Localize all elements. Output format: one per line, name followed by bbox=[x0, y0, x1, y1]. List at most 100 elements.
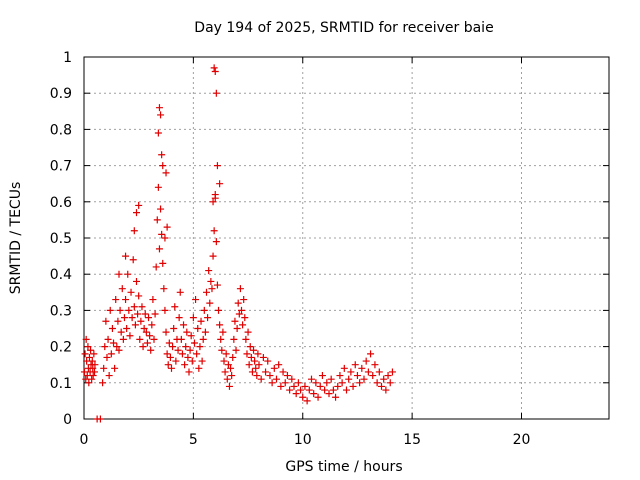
data-point bbox=[174, 346, 182, 354]
y-tick-label: 1 bbox=[63, 50, 72, 66]
data-point bbox=[112, 296, 120, 304]
data-point bbox=[129, 256, 137, 264]
data-point bbox=[157, 205, 165, 213]
data-point bbox=[201, 328, 209, 336]
y-axis-label: SRMTID / TECUs bbox=[8, 182, 24, 295]
data-point bbox=[150, 335, 158, 343]
data-point bbox=[273, 375, 280, 383]
data-point bbox=[224, 361, 232, 369]
grid-lines bbox=[84, 57, 609, 419]
data-point bbox=[197, 317, 205, 325]
data-point bbox=[373, 379, 381, 387]
data-point bbox=[240, 296, 248, 304]
data-point bbox=[362, 357, 370, 365]
data-point bbox=[209, 198, 217, 206]
data-point bbox=[364, 368, 372, 376]
data-point bbox=[88, 357, 96, 365]
data-point bbox=[84, 343, 92, 351]
y-tick-label: 0.8 bbox=[50, 122, 72, 138]
data-point bbox=[231, 317, 239, 325]
data-point bbox=[158, 230, 166, 238]
data-point bbox=[380, 375, 388, 383]
data-point bbox=[164, 361, 172, 369]
y-tick-label: 0.3 bbox=[50, 303, 72, 319]
x-tick-label: 0 bbox=[80, 432, 89, 448]
data-point bbox=[297, 386, 305, 394]
data-point bbox=[386, 379, 394, 387]
data-point bbox=[131, 321, 139, 329]
data-point bbox=[172, 357, 180, 365]
data-point bbox=[122, 252, 130, 260]
data-point bbox=[216, 180, 224, 188]
data-point bbox=[115, 346, 123, 354]
data-point bbox=[223, 375, 231, 383]
data-point bbox=[168, 364, 175, 372]
data-point bbox=[198, 357, 206, 365]
data-point bbox=[314, 393, 322, 401]
data-point bbox=[242, 335, 250, 343]
data-point bbox=[178, 350, 186, 358]
data-point bbox=[248, 368, 256, 376]
data-point bbox=[200, 306, 208, 314]
data-point bbox=[199, 335, 207, 343]
data-point bbox=[234, 299, 242, 307]
data-point bbox=[169, 343, 177, 351]
data-point bbox=[151, 310, 159, 318]
data-point bbox=[217, 335, 225, 343]
data-point bbox=[196, 343, 204, 351]
data-point bbox=[228, 372, 236, 380]
y-tick-label: 0.2 bbox=[50, 340, 72, 356]
data-point bbox=[134, 310, 142, 318]
data-point bbox=[161, 234, 169, 242]
data-point bbox=[158, 151, 166, 159]
y-tick-label: 0.4 bbox=[50, 267, 72, 283]
data-point bbox=[275, 361, 283, 369]
data-point bbox=[283, 372, 291, 380]
data-point bbox=[279, 368, 287, 376]
data-point bbox=[215, 306, 223, 314]
y-tick-label: 0 bbox=[63, 412, 72, 428]
data-point bbox=[170, 325, 178, 332]
data-point bbox=[83, 372, 91, 380]
data-point bbox=[253, 372, 261, 380]
data-point bbox=[113, 343, 121, 351]
data-point bbox=[176, 288, 184, 296]
data-point bbox=[288, 375, 296, 383]
data-point bbox=[299, 393, 307, 401]
data-point bbox=[135, 292, 143, 300]
data-point bbox=[210, 64, 218, 72]
data-point bbox=[153, 216, 161, 224]
data-point bbox=[110, 339, 118, 347]
data-point bbox=[347, 368, 355, 376]
data-point bbox=[351, 361, 359, 369]
data-point bbox=[157, 111, 165, 119]
data-point bbox=[124, 270, 132, 278]
data-point bbox=[82, 375, 90, 383]
data-point bbox=[103, 353, 111, 361]
data-point bbox=[238, 306, 245, 314]
data-point bbox=[101, 343, 109, 351]
data-point bbox=[155, 104, 163, 112]
data-point bbox=[91, 368, 98, 376]
data-point bbox=[312, 379, 320, 387]
data-point bbox=[334, 382, 342, 390]
data-point bbox=[252, 364, 260, 372]
data-point bbox=[99, 379, 107, 387]
y-tick-label: 0.1 bbox=[50, 376, 72, 392]
data-point bbox=[85, 379, 93, 387]
data-point bbox=[353, 372, 361, 380]
data-point bbox=[111, 364, 119, 372]
data-point bbox=[321, 386, 329, 394]
data-point bbox=[119, 335, 127, 343]
data-point bbox=[244, 328, 252, 336]
data-point bbox=[186, 346, 194, 354]
data-point bbox=[122, 296, 130, 304]
data-point bbox=[212, 89, 220, 97]
data-point bbox=[384, 372, 392, 380]
data-point bbox=[142, 328, 150, 336]
data-point bbox=[236, 285, 244, 293]
data-point bbox=[245, 361, 253, 369]
data-point bbox=[292, 390, 300, 398]
